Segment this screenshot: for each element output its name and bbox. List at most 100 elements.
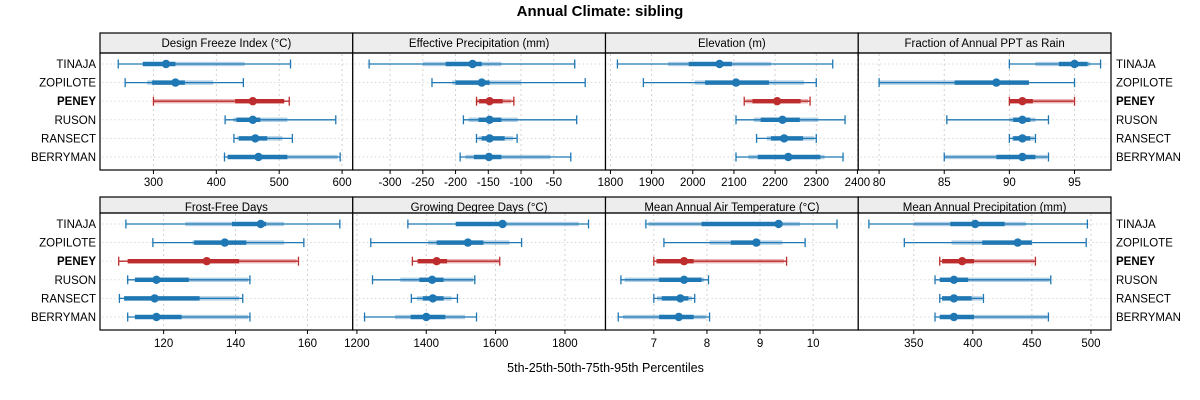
quartile-band [1009,99,1074,104]
axis-tick-label: 8 [704,338,710,350]
axis-tick-label: 2400 [845,177,871,189]
interval-row-berryman [735,152,844,162]
panel-fraction-of-annual-ppt-as-rain: 80 85 90 95 Fraction of Annual PPT as Rain [857,32,1112,189]
axis-tick-label: 10 [807,338,820,350]
quartile-band [942,259,1035,264]
median-dot [498,219,507,229]
median-dot [1018,97,1027,106]
interval-row-berryman [223,152,341,162]
median-dot [1070,59,1079,69]
inner-band [142,61,176,67]
axis-tick-label: 2000 [680,177,706,189]
interval-row-zopilote [663,238,806,248]
quartile-band [939,277,1050,282]
interval-row-tinaja [407,219,590,229]
quartile-band [134,277,249,282]
interval-row-zopilote [878,78,1076,88]
site-label-right: BERRYMAN [1116,152,1181,164]
interval-row-berryman [943,152,1050,162]
median-dot [256,219,265,229]
inner-band [701,221,782,227]
axis-caption: 5th-25th-50th-75th-95th Percentiles [507,361,704,375]
median-dot [949,275,959,284]
axis-tick-label: 1900 [639,177,665,189]
site-label-left: PENEY [57,256,96,268]
site-label-left: RUSON [54,115,96,127]
site-label-left: TINAJA [56,59,96,71]
interval-row-ruson [946,115,1050,125]
interval-row-zopilote [903,238,1087,248]
inner-band [436,240,484,245]
median-dot [248,115,257,125]
panel-border [857,52,1112,171]
interval-row-ransect [1008,133,1037,143]
axis-tick-label: -50 [545,177,562,189]
median-dot [949,312,959,322]
interval-row-ruson [462,115,578,125]
median-dot [970,219,980,229]
site-label-right: ZOPILOTE [1116,238,1173,250]
axis-tick-label: 1200 [344,338,370,350]
axis-tick-label: -150 [477,177,500,189]
interval-row-berryman [934,312,1050,322]
median-dot [1013,238,1022,247]
axis-tick-label: 1800 [598,177,624,189]
axis-tick-label: 450 [1022,338,1041,350]
inner-band [124,296,200,301]
axis-tick-label: -200 [444,177,467,189]
inner-band [235,99,285,104]
interval-row-peney [1008,96,1076,106]
panel-elevation-m-: 1800 1900 2000 2100 2200 2300 2400 Elevation (m… [598,32,871,189]
interval-row-peney [475,96,515,106]
axis-tick-label: 1400 [413,338,439,350]
median-dot [1018,134,1027,143]
site-label-left: RUSON [54,275,96,287]
inner-band [688,61,732,67]
median-dot [676,294,685,303]
interval-row-ransect [755,133,817,143]
site-label-left: RANSECT [41,293,96,305]
inner-band [455,80,490,85]
interval-row-zopilote [124,78,245,88]
median-dot [485,115,494,125]
median-dot [715,59,724,69]
median-dot [1018,152,1027,162]
site-label-left: TINAJA [56,219,96,231]
median-dot [161,59,171,69]
inner-band [445,61,482,67]
interval-row-zopilote [370,238,523,248]
median-dot [484,152,494,162]
site-label-left: RANSECT [41,133,96,145]
inner-band [152,80,185,85]
panel-header-label: Elevation (m) [698,38,766,50]
interval-row-berryman [363,312,478,322]
panel-header-label: Mean Annual Air Temperature (°C) [644,202,819,214]
axis-tick-label: -100 [510,177,533,189]
axis-tick-label: 9 [757,338,763,350]
inner-band [982,240,1032,245]
axis-tick-label: 400 [963,338,982,350]
median-dot [774,219,783,229]
median-dot [202,257,211,266]
axis-tick-label: -250 [411,177,434,189]
median-dot [784,152,793,162]
inner-band [996,154,1036,160]
median-dot [432,257,441,266]
median-dot [422,312,431,322]
inner-band [730,240,761,245]
site-label-right: RANSECT [1116,133,1171,145]
inner-band [194,240,247,245]
chart-title: Annual Climate: sibling [516,3,684,20]
median-dot [679,275,689,284]
median-dot [957,257,967,266]
interval-row-peney [743,96,811,106]
site-label-right: ZOPILOTE [1116,78,1173,90]
interval-row-tinaja [616,59,834,69]
median-dot [992,78,1001,87]
interval-row-berryman [459,152,572,162]
site-label-left: ZOPILOTE [39,78,96,90]
median-dot [679,257,689,266]
interval-row-peney [411,256,501,266]
